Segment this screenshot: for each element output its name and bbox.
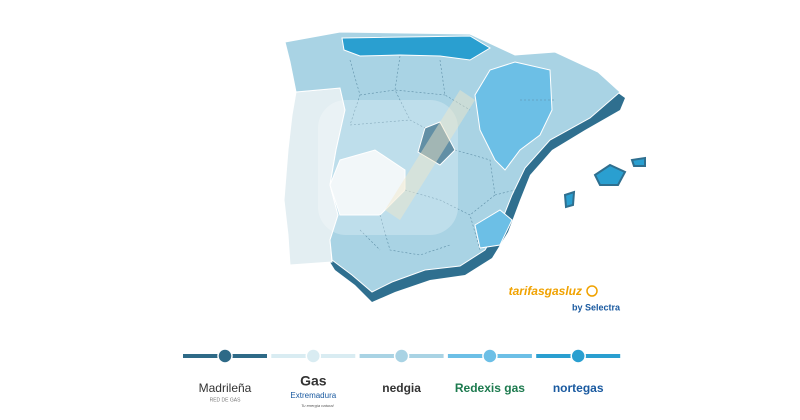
brand-logo: tarifasgasluz by Selectra (509, 284, 621, 312)
brand-by: by Selectra (572, 302, 621, 312)
legend-name: Madrileña (199, 381, 252, 395)
legend-dot (305, 348, 322, 364)
province-borders (349, 55, 555, 256)
legend-dot (482, 348, 498, 364)
watermark-stripe (385, 90, 475, 220)
legend-subtitle: Extremadura (290, 391, 336, 400)
legend-name: Redexis gas (455, 381, 525, 395)
region-extremadura (329, 149, 406, 216)
region-north (341, 35, 491, 61)
balearic-mallorca (593, 163, 627, 186)
watermark (318, 100, 458, 235)
legend-dot (570, 348, 586, 364)
region-aragon (474, 61, 553, 171)
legend: Madrileña RED DE GAS Gas Extremadura Tu ener… (183, 348, 621, 408)
legend-dot (393, 348, 410, 364)
region-madrid (417, 121, 456, 166)
brand-icon (586, 285, 598, 297)
legend-name: nedgia (382, 381, 421, 395)
balearic-menorca (630, 156, 646, 167)
region-murcia (474, 209, 513, 249)
legend-name: nortegas (553, 381, 604, 395)
brand-name: tarifasgasluz (509, 284, 582, 298)
legend-tagline: Tu energía natural (301, 403, 334, 408)
legend-name: Gas (300, 373, 327, 389)
balearic-ibiza (563, 190, 576, 209)
map (283, 31, 646, 302)
legend-subtitle: RED DE GAS (210, 397, 242, 403)
legend-dot (217, 348, 233, 364)
